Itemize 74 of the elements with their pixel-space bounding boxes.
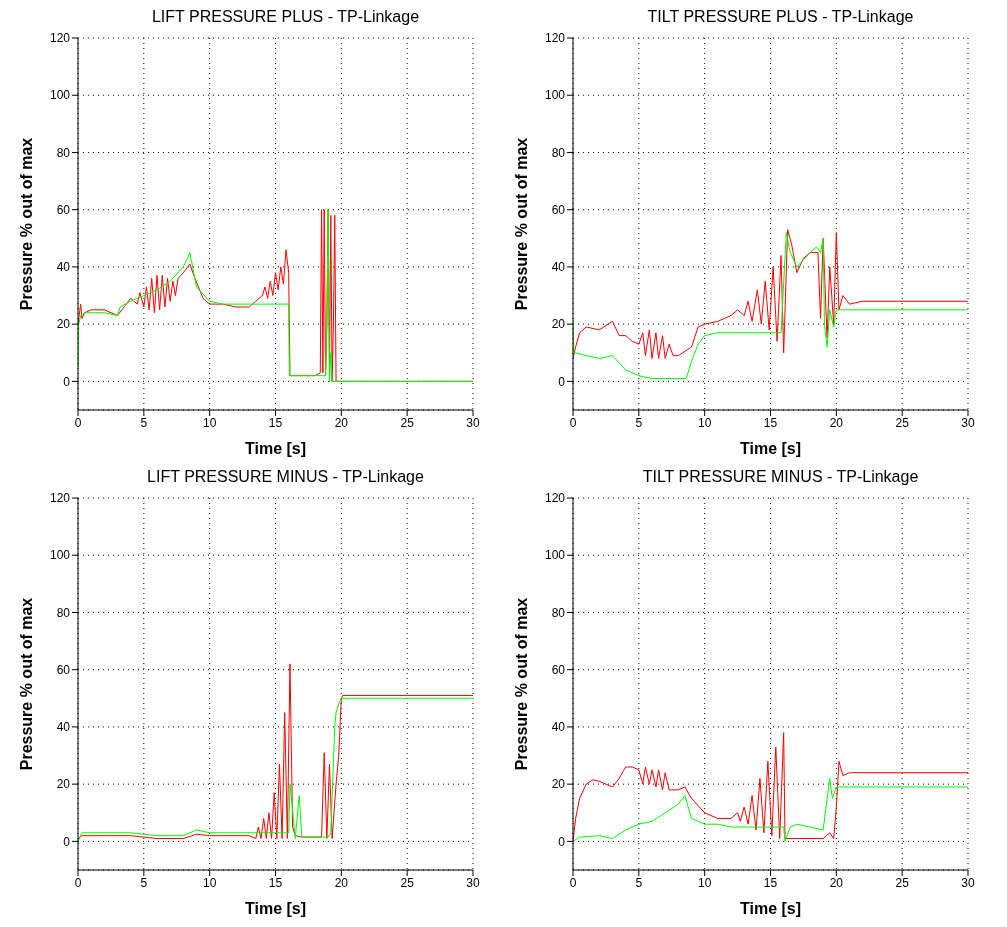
- x-tick-label: 5: [140, 415, 148, 430]
- y-tick-label: 0: [558, 834, 566, 849]
- x-tick-label: 20: [334, 415, 349, 430]
- y-tick-label: 120: [544, 31, 566, 46]
- x-tick-label: 20: [829, 875, 844, 890]
- y-tick-label: 40: [551, 720, 566, 735]
- y-axis-title: Pressure % out of max: [17, 137, 35, 311]
- y-tick-label: 40: [551, 260, 566, 275]
- y-axis-title: Pressure % out of max: [512, 137, 530, 311]
- line-series: [78, 663, 473, 840]
- y-tick-label: 100: [544, 548, 566, 563]
- chart-title: LIFT PRESSURE MINUS - TP-Linkage: [146, 468, 425, 487]
- x-tick-label: 5: [635, 415, 643, 430]
- y-tick-label: 40: [56, 260, 71, 275]
- y-axis-title: Pressure % out of max: [512, 597, 530, 771]
- y-axis-title: Pressure % out of max: [17, 597, 35, 771]
- y-tick-label: 40: [56, 720, 71, 735]
- x-tick-label: 25: [895, 875, 910, 890]
- x-tick-label: 0: [569, 875, 577, 890]
- y-tick-label: 120: [49, 31, 71, 46]
- x-axis-title: Time [s]: [244, 440, 307, 457]
- y-tick-label: 120: [544, 491, 566, 506]
- y-tick-label: 60: [56, 662, 71, 677]
- x-tick-label: 15: [763, 875, 778, 890]
- y-tick-label: 60: [551, 662, 566, 677]
- x-tick-label: 25: [400, 415, 415, 430]
- x-tick-label: 15: [763, 415, 778, 430]
- x-tick-label: 25: [895, 415, 910, 430]
- y-tick-label: 80: [56, 605, 71, 620]
- chart-title: LIFT PRESSURE PLUS - TP-Linkage: [150, 8, 421, 27]
- y-tick-label: 20: [551, 317, 566, 332]
- x-tick-label: 10: [202, 875, 217, 890]
- x-axis-title: Time [s]: [739, 440, 802, 457]
- y-tick-label: 20: [551, 777, 566, 792]
- x-tick-label: 5: [635, 875, 643, 890]
- x-tick-label: 0: [74, 415, 82, 430]
- y-tick-label: 60: [56, 202, 71, 217]
- x-tick-label: 20: [334, 875, 349, 890]
- x-tick-label: 30: [961, 415, 975, 430]
- x-tick-label: 0: [569, 415, 577, 430]
- y-tick-label: 0: [558, 374, 566, 389]
- y-tick-label: 60: [551, 202, 566, 217]
- y-tick-label: 100: [49, 88, 71, 103]
- x-tick-label: 10: [202, 415, 217, 430]
- y-tick-label: 80: [551, 145, 566, 160]
- x-tick-label: 15: [268, 415, 283, 430]
- x-tick-label: 20: [829, 415, 844, 430]
- x-tick-label: 30: [961, 875, 975, 890]
- line-series: [573, 732, 968, 842]
- chart-title: TILT PRESSURE MINUS - TP-Linkage: [641, 468, 920, 487]
- y-tick-label: 20: [56, 317, 71, 332]
- y-tick-label: 0: [63, 834, 71, 849]
- y-tick-label: 120: [49, 491, 71, 506]
- chart-title: TILT PRESSURE PLUS - TP-Linkage: [646, 8, 915, 27]
- line-series: [78, 697, 473, 842]
- y-tick-label: 80: [551, 605, 566, 620]
- line-series: [573, 232, 968, 380]
- x-tick-label: 5: [140, 875, 148, 890]
- x-tick-label: 10: [697, 415, 712, 430]
- x-tick-label: 25: [400, 875, 415, 890]
- y-tick-label: 100: [544, 88, 566, 103]
- x-tick-label: 10: [697, 875, 712, 890]
- x-tick-label: 30: [466, 875, 480, 890]
- line-series: [573, 777, 968, 842]
- line-series: [573, 229, 968, 359]
- x-axis-title: Time [s]: [739, 900, 802, 917]
- y-tick-label: 0: [63, 374, 71, 389]
- x-axis-title: Time [s]: [244, 900, 307, 917]
- x-tick-label: 0: [74, 875, 82, 890]
- y-tick-label: 100: [49, 548, 71, 563]
- y-tick-label: 20: [56, 777, 71, 792]
- y-tick-label: 80: [56, 145, 71, 160]
- x-tick-label: 15: [268, 875, 283, 890]
- x-tick-label: 30: [466, 415, 480, 430]
